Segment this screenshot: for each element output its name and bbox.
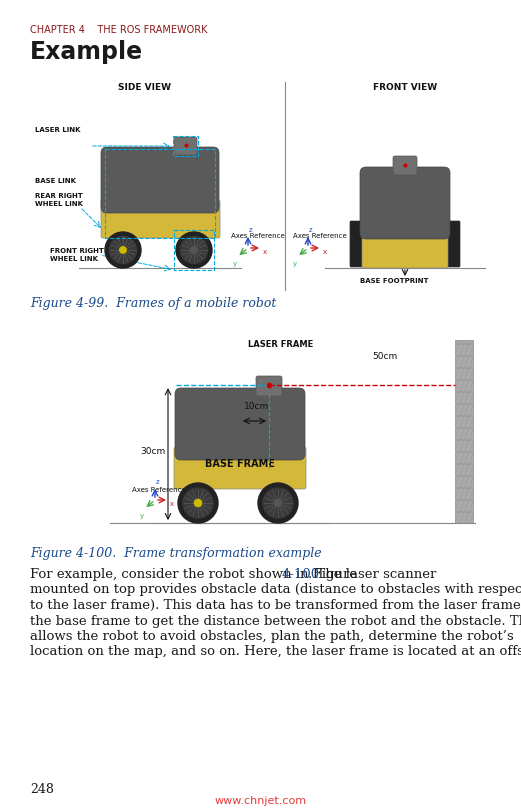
Text: the base frame to get the distance between the robot and the obstacle. This: the base frame to get the distance betwe… — [30, 615, 521, 628]
Text: WHEEL LINK: WHEEL LINK — [35, 201, 83, 207]
FancyBboxPatch shape — [101, 200, 220, 238]
Text: Example: Example — [30, 40, 143, 64]
Text: LASER FRAME: LASER FRAME — [248, 340, 313, 349]
Text: z: z — [156, 479, 159, 485]
Text: location on the map, and so on. Here, the laser frame is located at an offset: location on the map, and so on. Here, th… — [30, 646, 521, 659]
Bar — [455, 428, 473, 439]
Circle shape — [120, 247, 126, 253]
Text: BASE FOOTPRINT: BASE FOOTPRINT — [360, 278, 428, 284]
Text: 248: 248 — [30, 783, 54, 796]
Text: FRONT RIGHT: FRONT RIGHT — [50, 248, 104, 254]
Text: x: x — [263, 249, 267, 255]
Bar — [455, 464, 473, 475]
FancyBboxPatch shape — [350, 221, 364, 267]
Text: www.chnjet.com: www.chnjet.com — [215, 796, 307, 806]
Text: WHEEL LINK: WHEEL LINK — [50, 256, 98, 262]
FancyBboxPatch shape — [446, 221, 460, 267]
Text: y: y — [140, 513, 144, 519]
Circle shape — [275, 499, 281, 506]
Circle shape — [258, 483, 298, 523]
Bar — [455, 404, 473, 415]
Bar — [455, 476, 473, 487]
Text: CHAPTER 4    THE ROS FRAMEWORK: CHAPTER 4 THE ROS FRAMEWORK — [30, 25, 207, 35]
Text: SIDE VIEW: SIDE VIEW — [118, 83, 171, 92]
Bar — [455, 488, 473, 499]
Bar — [455, 340, 473, 343]
Bar — [455, 416, 473, 427]
Text: y: y — [233, 261, 237, 267]
FancyBboxPatch shape — [360, 167, 450, 239]
Text: FRONT VIEW: FRONT VIEW — [373, 83, 437, 92]
Text: 50cm: 50cm — [372, 352, 397, 361]
Text: Axes Reference: Axes Reference — [293, 233, 347, 239]
Circle shape — [178, 483, 218, 523]
FancyBboxPatch shape — [393, 156, 417, 175]
Text: x: x — [170, 501, 174, 507]
Bar — [455, 380, 473, 391]
Bar — [455, 356, 473, 367]
Circle shape — [183, 488, 213, 518]
Text: LASER LINK: LASER LINK — [35, 127, 81, 133]
FancyBboxPatch shape — [101, 147, 219, 213]
FancyBboxPatch shape — [174, 447, 306, 489]
FancyBboxPatch shape — [175, 388, 305, 460]
Text: 30cm: 30cm — [140, 447, 165, 455]
Circle shape — [180, 236, 207, 264]
FancyBboxPatch shape — [256, 376, 282, 396]
Circle shape — [263, 488, 293, 518]
Text: Figure 4-99.  Frames of a mobile robot: Figure 4-99. Frames of a mobile robot — [30, 297, 276, 310]
Bar — [455, 344, 473, 355]
Text: z: z — [309, 227, 313, 233]
Circle shape — [191, 247, 197, 253]
Text: Figure 4-100.  Frame transformation example: Figure 4-100. Frame transformation examp… — [30, 547, 321, 560]
Bar — [455, 512, 473, 523]
Circle shape — [105, 232, 141, 268]
Text: REAR RIGHT: REAR RIGHT — [35, 193, 83, 199]
Text: x: x — [323, 249, 327, 255]
Circle shape — [176, 232, 212, 268]
Text: Axes Reference: Axes Reference — [132, 487, 186, 493]
Text: 10cm: 10cm — [244, 402, 269, 411]
Text: . The laser scanner: . The laser scanner — [308, 568, 437, 581]
Text: mounted on top provides obstacle data (distance to obstacles with respect: mounted on top provides obstacle data (d… — [30, 583, 521, 596]
Text: y: y — [293, 261, 297, 267]
Text: BASE LINK: BASE LINK — [35, 178, 76, 184]
Text: allows the robot to avoid obstacles, plan the path, determine the robot’s: allows the robot to avoid obstacles, pla… — [30, 630, 514, 643]
Bar — [455, 440, 473, 451]
Text: to the laser frame). This data has to be transformed from the laser frame to: to the laser frame). This data has to be… — [30, 599, 521, 612]
Circle shape — [194, 499, 202, 506]
Text: BASE FRAME: BASE FRAME — [205, 459, 275, 469]
Text: 4-100: 4-100 — [282, 568, 320, 581]
FancyBboxPatch shape — [174, 137, 197, 155]
FancyBboxPatch shape — [362, 226, 448, 268]
Bar — [455, 368, 473, 379]
Text: Axes Reference: Axes Reference — [231, 233, 285, 239]
Text: z: z — [249, 227, 253, 233]
Bar — [455, 392, 473, 403]
Bar — [455, 452, 473, 463]
Circle shape — [109, 236, 137, 264]
Bar — [455, 500, 473, 511]
Text: For example, consider the robot shown in Figure: For example, consider the robot shown in… — [30, 568, 362, 581]
